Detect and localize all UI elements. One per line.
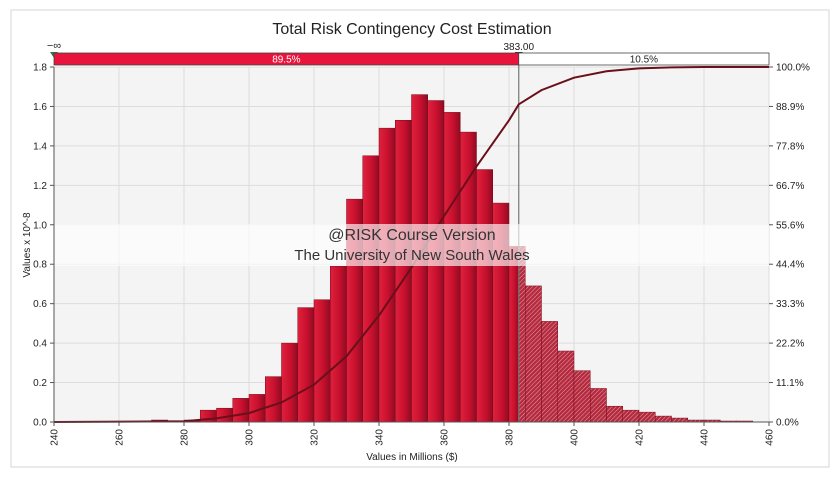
y2-tick-label: 33.3% bbox=[776, 299, 804, 310]
histogram-bar bbox=[541, 321, 558, 423]
x-tick-label: 260 bbox=[115, 429, 126, 446]
y-tick-label: 0.4 bbox=[33, 339, 47, 350]
y2-tick-label: 22.2% bbox=[776, 339, 804, 350]
histogram-bar bbox=[671, 417, 688, 423]
y2-tick-label: 88.9% bbox=[776, 102, 804, 113]
x-axis-label: Values in Millions ($) bbox=[366, 452, 458, 463]
threshold-left-label: −∞ bbox=[47, 40, 61, 52]
x-tick-label: 320 bbox=[310, 429, 321, 446]
watermark-line-2: The University of New South Wales bbox=[294, 247, 529, 264]
x-tick-label: 420 bbox=[635, 429, 646, 446]
histogram-bar bbox=[508, 246, 526, 423]
histogram-bar bbox=[638, 411, 656, 423]
watermark-band bbox=[54, 224, 769, 266]
histogram-bar bbox=[622, 409, 640, 423]
histogram-bar bbox=[557, 350, 575, 423]
y-tick-label: 0.0 bbox=[33, 418, 47, 429]
histogram-bar-left-part bbox=[509, 246, 519, 422]
y2-tick-label: 100.0% bbox=[776, 63, 810, 74]
y2-tick-label: 77.8% bbox=[776, 141, 804, 152]
x-tick-label: 360 bbox=[440, 429, 451, 446]
x-tick-label: 440 bbox=[700, 429, 711, 446]
y2-tick-label: 44.4% bbox=[776, 260, 804, 271]
threshold-value-label: 383.00 bbox=[503, 42, 534, 53]
histogram-bar bbox=[525, 285, 542, 423]
chart-title: Total Risk Contingency Cost Estimation bbox=[272, 21, 551, 38]
x-axis-ticks: 240 260 280 300 320 340 360 380 400 420 440 460 bbox=[50, 422, 776, 446]
x-tick-label: 400 bbox=[570, 429, 581, 446]
band-right-region bbox=[518, 52, 770, 66]
y2-tick-label: 0.0% bbox=[776, 418, 799, 429]
cumulative-curve bbox=[53, 66, 769, 423]
probability-band: 89.5% 10.5% 383.00 −∞ bbox=[47, 40, 770, 66]
histogram-bar-right-part bbox=[518, 246, 526, 422]
cumulative-line bbox=[53, 66, 769, 423]
histogram-bar bbox=[362, 155, 380, 423]
y2-axis-ticks: 0.0% 11.1% 22.2% 33.3% 44.4% 55.6% 66.7% 77.8% 8… bbox=[769, 63, 810, 429]
y-tick-label: 0.8 bbox=[33, 260, 47, 271]
histogram-bar bbox=[460, 131, 477, 423]
watermark-line-1: @RISK Course Version bbox=[328, 227, 495, 244]
band-left-percent: 89.5% bbox=[272, 55, 300, 66]
y-tick-label: 1.6 bbox=[33, 102, 47, 113]
y-tick-label: 1.0 bbox=[33, 220, 47, 231]
histogram-bar bbox=[443, 112, 461, 423]
histogram-bar bbox=[573, 370, 591, 423]
y-axis-ticks: 0.0 0.2 0.4 0.6 0.8 1.0 1.2 1.4 1.6 1.8 bbox=[33, 63, 54, 429]
y-tick-label: 0.2 bbox=[33, 378, 47, 389]
x-tick-label: 240 bbox=[50, 429, 61, 446]
histogram-bar bbox=[330, 265, 347, 423]
y-tick-label: 0.6 bbox=[33, 299, 47, 310]
y2-tick-label: 66.7% bbox=[776, 181, 804, 192]
x-tick-label: 340 bbox=[375, 429, 386, 446]
histogram-bar bbox=[590, 388, 607, 423]
histogram-bar bbox=[476, 169, 493, 423]
histogram-bar bbox=[313, 299, 331, 423]
y-tick-label: 1.8 bbox=[33, 63, 47, 74]
x-tick-label: 280 bbox=[180, 429, 191, 446]
x-tick-label: 300 bbox=[245, 429, 256, 446]
histogram-bar bbox=[606, 405, 623, 423]
y2-tick-label: 55.6% bbox=[776, 220, 804, 231]
histogram-bar bbox=[297, 307, 315, 423]
x-tick-label: 460 bbox=[765, 429, 776, 446]
histogram-bar bbox=[378, 127, 396, 423]
histogram-bar bbox=[216, 407, 233, 423]
y2-tick-label: 11.1% bbox=[776, 378, 804, 389]
x-tick-label: 380 bbox=[505, 429, 516, 446]
histogram-bar bbox=[232, 398, 250, 423]
histogram-bar bbox=[655, 415, 672, 423]
band-right-percent: 10.5% bbox=[630, 55, 658, 66]
histogram-bar bbox=[265, 376, 282, 423]
y-tick-label: 1.4 bbox=[33, 141, 47, 152]
y-tick-label: 1.2 bbox=[33, 181, 47, 192]
histogram-bar bbox=[281, 342, 298, 423]
y-axis-label: Values x 10^-8 bbox=[22, 212, 33, 278]
